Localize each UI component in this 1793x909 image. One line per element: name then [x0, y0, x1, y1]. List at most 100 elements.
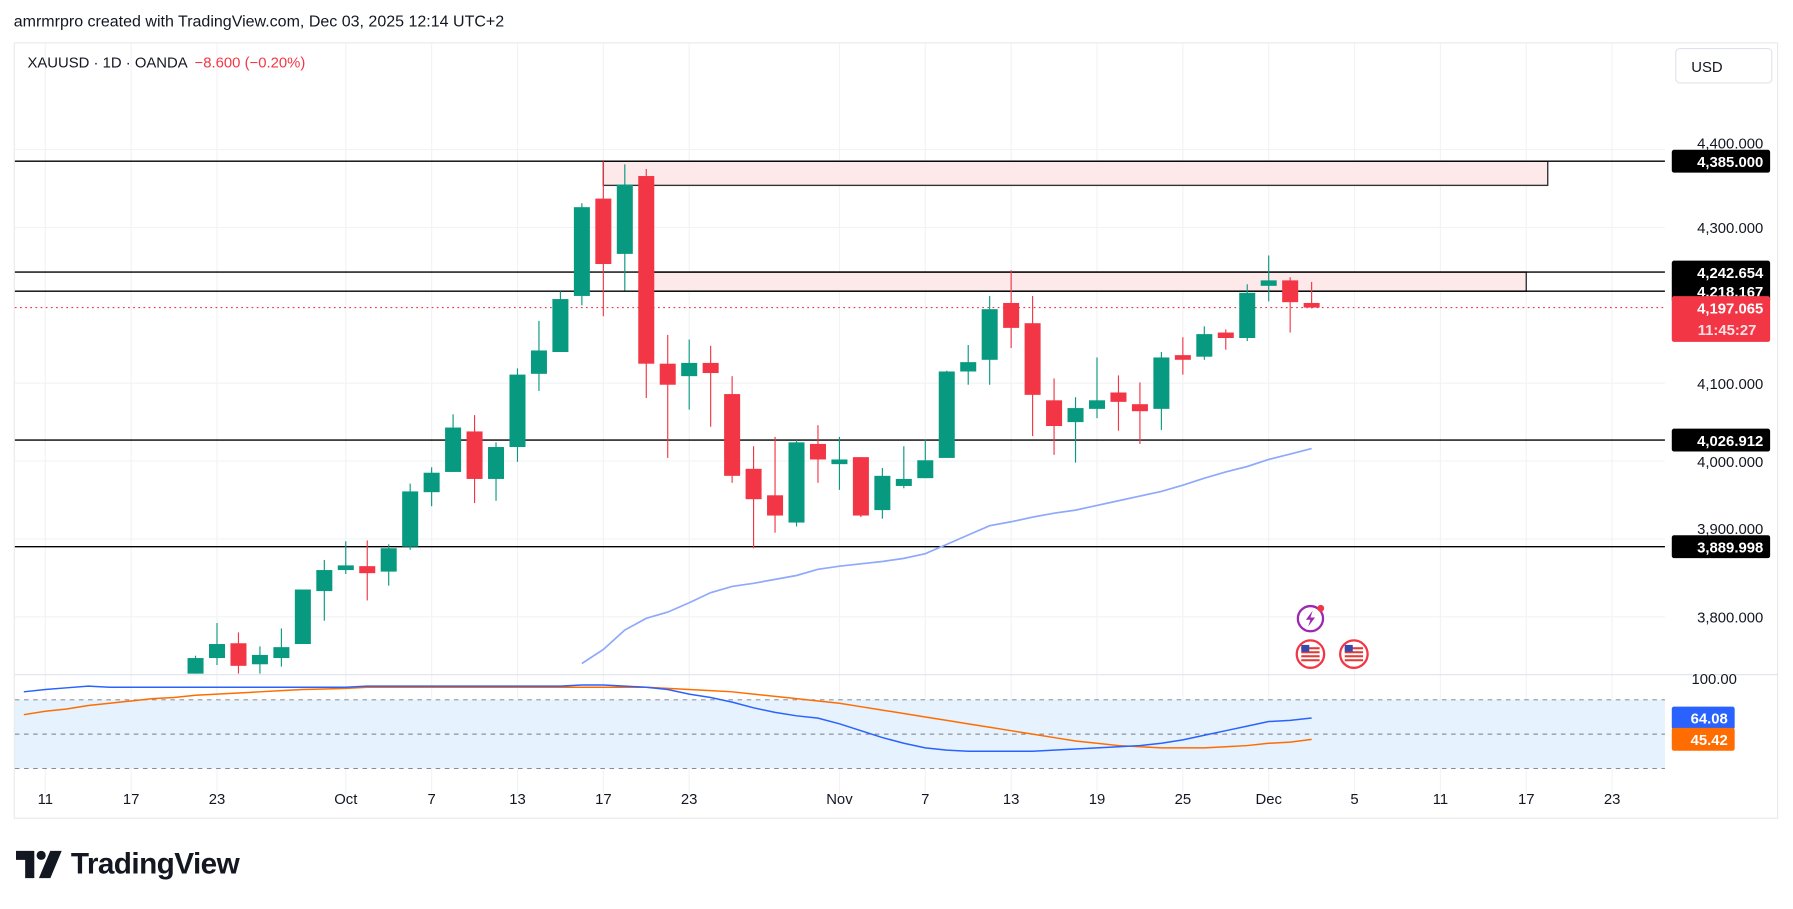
- candle: [1153, 352, 1170, 430]
- candle: [681, 339, 698, 410]
- candle: [659, 334, 676, 458]
- time-tick-label: 17: [595, 792, 612, 808]
- flag-stripe: [1344, 659, 1364, 662]
- time-tick-label: 5: [1350, 792, 1358, 808]
- candle-body: [595, 198, 612, 265]
- candle: [573, 203, 590, 306]
- time-tick-label: 11: [1433, 792, 1448, 808]
- candle-body: [809, 443, 826, 460]
- candle-body: [1196, 334, 1213, 357]
- candle: [1239, 284, 1256, 342]
- candle-body: [251, 654, 268, 665]
- candle-body: [852, 457, 869, 516]
- candle-body: [1088, 400, 1106, 409]
- candle-body: [1153, 357, 1170, 409]
- candle-body: [359, 566, 376, 574]
- candle: [380, 544, 397, 586]
- candle: [1067, 397, 1084, 463]
- candle: [337, 541, 354, 574]
- candle-body: [1067, 408, 1084, 423]
- time-tick-label: Dec: [1255, 792, 1282, 808]
- price-change: −8.600 (−0.20%): [194, 53, 306, 71]
- candle: [595, 161, 612, 317]
- candle: [230, 632, 247, 674]
- candle: [1088, 357, 1106, 419]
- candle: [402, 483, 419, 550]
- level-price-label-box: [1671, 428, 1771, 452]
- candle: [1131, 382, 1148, 444]
- candle-body: [273, 647, 290, 659]
- resistance-zone: [645, 271, 1527, 292]
- level-price-label-box: [1671, 260, 1771, 284]
- price-tick-label: 4,100.000: [1697, 377, 1763, 393]
- candle-body: [1110, 392, 1127, 402]
- price-tick-label: 3,900.000: [1697, 522, 1763, 538]
- symbol-name[interactable]: XAUUSD · 1D · OANDA: [27, 53, 188, 71]
- price-tick-label: 4,300.000: [1697, 221, 1763, 237]
- candle: [938, 370, 955, 458]
- candle-body: [788, 442, 805, 523]
- flag-stripe: [1344, 647, 1364, 650]
- brand-name: TradingView: [70, 846, 240, 881]
- level-price-label: 4,242.654: [1697, 266, 1764, 282]
- candle: [1260, 255, 1277, 302]
- candle: [616, 164, 633, 291]
- candle-body: [552, 299, 569, 353]
- candle-body: [230, 643, 247, 666]
- candle-body: [1131, 404, 1148, 412]
- currency-button[interactable]: USD: [1675, 48, 1773, 84]
- candle: [745, 446, 762, 549]
- candle-body: [1046, 400, 1063, 426]
- time-tick-label: 11: [38, 792, 53, 808]
- candle: [1046, 378, 1063, 455]
- candle: [488, 442, 505, 501]
- tradingview-logo-icon: [16, 850, 62, 878]
- candle: [638, 169, 655, 398]
- oscillator-value-label: 45.42: [1691, 733, 1728, 749]
- oscillator-d-line: [23, 686, 1312, 749]
- oscillator-top-label: 100.00: [1692, 672, 1737, 688]
- tradingview-logo[interactable]: TradingView: [16, 846, 240, 881]
- candle-body: [1217, 332, 1234, 339]
- flag-canton: [1344, 644, 1353, 652]
- candle-body: [831, 459, 848, 465]
- time-tick-label: 17: [123, 792, 140, 808]
- candle: [251, 646, 268, 674]
- candle-body: [960, 362, 977, 372]
- level-price-label: 3,889.998: [1697, 540, 1763, 556]
- candle-body: [445, 427, 462, 472]
- candle-body: [1303, 302, 1320, 308]
- symbol-legend: XAUUSD · 1D · OANDA −8.600 (−0.20%): [27, 54, 305, 71]
- time-tick-label: 25: [1175, 792, 1192, 808]
- candle-body: [316, 570, 333, 592]
- candle-body: [895, 478, 912, 486]
- candle: [466, 415, 483, 504]
- candle-body: [380, 548, 397, 572]
- price-tick-label: 4,400.000: [1697, 137, 1763, 153]
- candle: [1217, 329, 1234, 350]
- candle-body: [187, 658, 204, 674]
- price-tick-label: 3,800.000: [1697, 610, 1763, 626]
- last-price-label-box: [1671, 296, 1771, 342]
- time-tick-label: 13: [509, 792, 526, 808]
- time-tick-label: Oct: [334, 792, 358, 808]
- chart-frame: [13, 42, 1779, 819]
- candle: [1303, 281, 1320, 309]
- candle: [552, 291, 569, 353]
- candle: [981, 295, 998, 385]
- candle: [1003, 270, 1020, 349]
- candle: [273, 628, 290, 667]
- flag-ring: [1295, 639, 1326, 669]
- oscillator-value-box: [1671, 727, 1735, 751]
- candle: [1196, 326, 1213, 360]
- time-tick-label: 13: [1003, 792, 1020, 808]
- candle: [788, 440, 805, 527]
- time-tick-label: 7: [428, 792, 436, 808]
- candle-body: [767, 495, 784, 516]
- candle: [724, 376, 741, 483]
- time-tick-label: 19: [1089, 792, 1106, 808]
- candle: [208, 623, 226, 666]
- level-price-label: 4,385.000: [1697, 155, 1763, 171]
